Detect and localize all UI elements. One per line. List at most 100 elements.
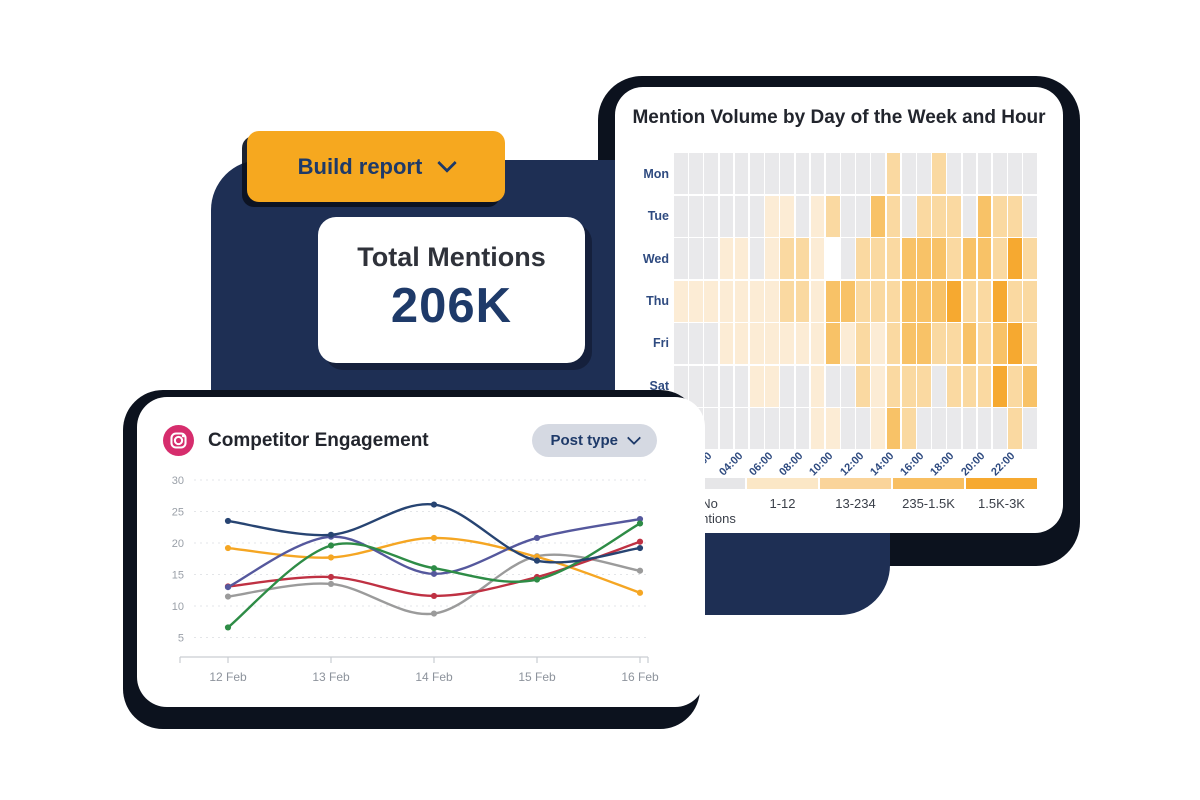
heatmap-cell — [932, 153, 946, 194]
heatmap-cell — [841, 408, 855, 449]
heatmap-cell — [704, 365, 719, 407]
heatmap-cell — [901, 280, 916, 322]
heatmap-cell — [947, 365, 962, 407]
heatmap-day-label: Fri — [653, 336, 669, 351]
heatmap-cell — [917, 238, 931, 279]
heatmap-cell — [825, 323, 840, 364]
heatmap-cell — [962, 280, 977, 322]
heatmap-cell — [932, 195, 946, 237]
heatmap-cell — [825, 238, 840, 279]
heatmap-cell — [1008, 323, 1022, 364]
heatmap-cell — [932, 280, 946, 322]
heatmap-cell — [825, 195, 840, 237]
heatmap-cell — [932, 323, 946, 364]
competitor-header: Competitor Engagement Post type — [163, 424, 657, 457]
heatmap-cell — [1023, 323, 1037, 364]
heatmap-cell — [719, 280, 734, 322]
heatmap-cell — [917, 365, 931, 407]
heatmap-cell — [765, 408, 779, 449]
heatmap-cell — [765, 195, 779, 237]
heatmap-cell — [962, 323, 977, 364]
heatmap-cell — [901, 408, 916, 449]
heatmap-cell — [734, 365, 749, 407]
heatmap-cell — [977, 280, 992, 322]
heatmap-cell — [795, 280, 810, 322]
legend-swatch — [747, 478, 818, 489]
heatmap-cell — [704, 280, 719, 322]
heatmap-cell — [871, 323, 886, 364]
competitor-title: Competitor Engagement — [208, 429, 429, 451]
heatmap-cell — [765, 153, 779, 194]
instagram-icon — [163, 425, 194, 456]
svg-text:12 Feb: 12 Feb — [209, 670, 247, 684]
heatmap-cell — [932, 365, 946, 407]
legend-swatch — [674, 478, 745, 489]
heatmap-cell — [704, 238, 719, 279]
total-mentions-card: Total Mentions 206K — [318, 217, 585, 363]
svg-text:15: 15 — [172, 570, 184, 582]
engagement-line-chart: 30 25 20 15 10 5 12 Feb 13 Feb 14 Feb 15 Feb 16 Fe… — [172, 475, 659, 684]
heatmap-cell — [719, 153, 734, 194]
heatmap-cell — [1008, 280, 1022, 322]
heatmap-cell — [977, 323, 992, 364]
heatmap-cell — [749, 238, 764, 279]
heatmap-cell — [886, 238, 901, 279]
heatmap-cell — [962, 153, 977, 194]
heatmap-cell — [825, 280, 840, 322]
legend-label: 235-1.5K — [902, 496, 955, 511]
heatmap-cell — [841, 153, 855, 194]
heatmap-cell — [704, 408, 719, 449]
heatmap-cell — [810, 280, 825, 322]
heatmap-cell — [856, 365, 870, 407]
heatmap-cell — [795, 238, 810, 279]
heatmap-cell — [704, 195, 719, 237]
heatmap-cell — [749, 195, 764, 237]
heatmap-cell — [1023, 408, 1037, 449]
heatmap-cell — [992, 238, 1007, 279]
heatmap-cell — [992, 195, 1007, 237]
heatmap-cell — [992, 408, 1007, 449]
heatmap-cell — [1023, 238, 1037, 279]
heatmap-cell — [780, 238, 794, 279]
legend-label: 1.5K-3K — [978, 496, 1025, 511]
heatmap-cell — [871, 238, 886, 279]
heatmap-cell — [810, 365, 825, 407]
heatmap-cell — [734, 195, 749, 237]
heatmap-day-label: Sat — [649, 378, 669, 393]
heatmap-cell — [901, 323, 916, 364]
post-type-label: Post type — [550, 432, 618, 449]
heatmap-cell — [674, 153, 688, 194]
heatmap-cell — [841, 280, 855, 322]
heatmap-cell — [734, 280, 749, 322]
heatmap-cell — [795, 365, 810, 407]
svg-text:16 Feb: 16 Feb — [621, 670, 659, 684]
heatmap-cell — [1008, 195, 1022, 237]
heatmap-cell — [1023, 280, 1037, 322]
heatmap-cell — [871, 153, 886, 194]
heatmap-cell — [901, 153, 916, 194]
heatmap-cell — [886, 280, 901, 322]
competitor-card: Competitor Engagement Post type 30 25 20 15… — [137, 397, 705, 707]
heatmap-cell — [917, 323, 931, 364]
legend-label: 13-234 — [835, 496, 876, 511]
heatmap-day-label: Mon — [643, 167, 669, 182]
heatmap-cell — [947, 280, 962, 322]
svg-text:5: 5 — [178, 633, 184, 645]
heatmap-cell — [689, 195, 703, 237]
heatmap-cell — [674, 280, 688, 322]
build-report-button[interactable]: Build report — [247, 131, 505, 202]
svg-text:20: 20 — [172, 538, 184, 550]
heatmap-cell — [674, 195, 688, 237]
heatmap-cell — [886, 195, 901, 237]
legend-label: 1-12 — [769, 496, 796, 511]
heatmap-cell — [841, 365, 855, 407]
post-type-dropdown[interactable]: Post type — [532, 424, 657, 457]
heatmap-cell — [795, 408, 810, 449]
heatmap-cell — [871, 195, 886, 237]
heatmap-cell — [689, 238, 703, 279]
heatmap-cell — [765, 323, 779, 364]
heatmap-cell — [901, 195, 916, 237]
chevron-down-icon — [437, 153, 458, 173]
heatmap-cell — [689, 153, 703, 194]
heatmap-cell — [780, 323, 794, 364]
